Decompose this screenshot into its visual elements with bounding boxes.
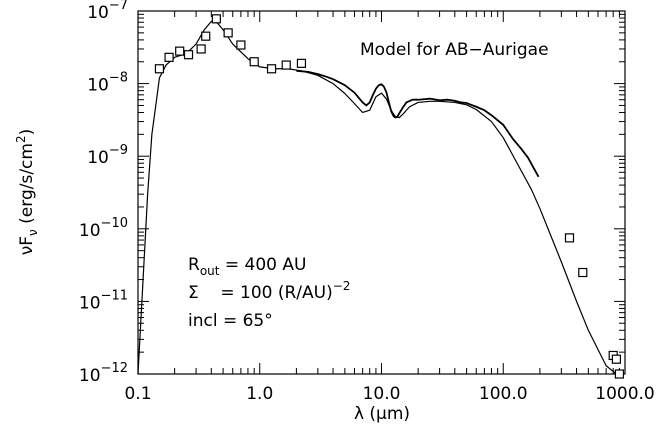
- photometry-square-marker: [296, 58, 307, 68]
- chart-title: Model for AB−Aurigae: [360, 40, 549, 60]
- photometry-square-marker: [154, 64, 165, 74]
- x-tick-label: 100.0: [479, 384, 528, 404]
- photometry-square-marker: [164, 52, 174, 62]
- x-axis-label: λ (μm): [354, 404, 410, 424]
- series-group: [137, 20, 620, 375]
- x-tick-label: 1000.0: [595, 384, 654, 404]
- photometry-square-marker: [578, 267, 588, 278]
- y-tick-labels: 10−12 10−11 10−10 10−9 10−8 10−7: [79, 0, 128, 386]
- y-tick-label: 10−7: [87, 0, 128, 23]
- annotation-sigma: Σ = 100 (R/AU)−2: [188, 279, 350, 303]
- y-tick-label: 10−10: [79, 216, 128, 241]
- markers-group: [154, 14, 625, 379]
- y-tick-label: 10−9: [87, 143, 128, 168]
- photometry-square-marker: [564, 233, 575, 243]
- x-tick-labels: 0.1 1.0 10.0 100.0 1000.0: [124, 384, 654, 404]
- photometry-square-marker: [183, 50, 194, 60]
- y-tick-label: 10−8: [87, 71, 128, 96]
- photometry-square-marker: [249, 57, 259, 67]
- photometry-square-marker: [196, 44, 206, 54]
- model-sed-line: [137, 20, 620, 375]
- photometry-square-marker: [211, 14, 221, 24]
- photometry-square-marker: [175, 46, 185, 56]
- annotation-incl: incl = 65°: [188, 311, 273, 331]
- x-tick-label: 1.0: [246, 384, 273, 404]
- annotation-rout: Rout = 400 AU: [188, 255, 306, 278]
- photometry-square-marker: [223, 28, 233, 38]
- photometry-square-marker: [266, 64, 277, 74]
- photometry-square-marker: [281, 60, 291, 70]
- y-tick-label: 10−11: [79, 288, 128, 313]
- x-tick-label: 0.1: [124, 384, 151, 404]
- photometry-square-marker: [201, 31, 211, 41]
- photometry-square-marker: [236, 40, 246, 50]
- photometry-square-marker: [611, 354, 622, 364]
- photometry-square-marker: [614, 369, 625, 379]
- x-tick-label: 10.0: [363, 384, 401, 404]
- observed-spectrum-line: [296, 69, 540, 178]
- y-tick-label: 10−12: [79, 361, 128, 386]
- y-axis-label: νFν (erg/s/cm2): [14, 129, 40, 255]
